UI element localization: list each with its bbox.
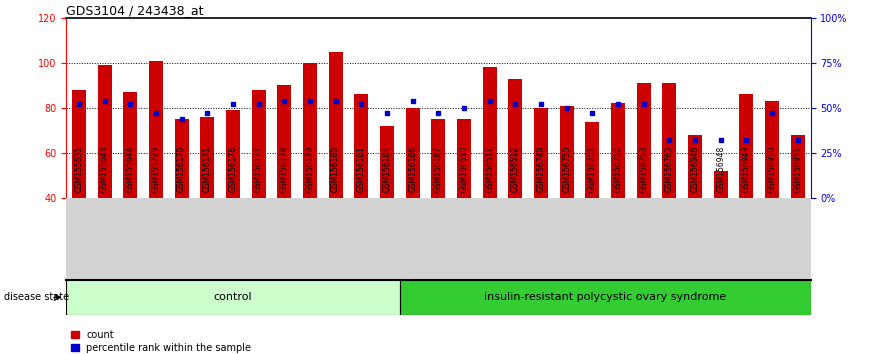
Bar bbox=[200, 117, 214, 198]
Bar bbox=[149, 61, 163, 198]
Bar bbox=[739, 95, 753, 198]
Bar bbox=[457, 119, 471, 198]
Bar bbox=[354, 95, 368, 198]
Bar bbox=[252, 90, 266, 198]
Bar bbox=[405, 108, 419, 198]
Bar bbox=[688, 135, 702, 198]
Bar bbox=[483, 67, 497, 198]
Text: GDS3104 / 243438_at: GDS3104 / 243438_at bbox=[66, 4, 204, 17]
Bar bbox=[98, 65, 112, 198]
Bar bbox=[534, 108, 548, 198]
Bar bbox=[611, 103, 625, 198]
Bar bbox=[637, 83, 651, 198]
Legend: count, percentile rank within the sample: count, percentile rank within the sample bbox=[71, 330, 251, 353]
Bar bbox=[431, 119, 446, 198]
Bar bbox=[765, 101, 779, 198]
Text: control: control bbox=[213, 292, 252, 302]
Bar bbox=[303, 63, 317, 198]
Bar bbox=[174, 119, 189, 198]
Bar bbox=[663, 83, 677, 198]
Bar bbox=[72, 90, 86, 198]
Text: insulin-resistant polycystic ovary syndrome: insulin-resistant polycystic ovary syndr… bbox=[484, 292, 726, 302]
Bar bbox=[380, 126, 394, 198]
Bar bbox=[400, 280, 811, 315]
Bar bbox=[226, 110, 240, 198]
Bar bbox=[123, 92, 137, 198]
Bar bbox=[66, 280, 400, 315]
Bar bbox=[714, 171, 728, 198]
Bar bbox=[559, 106, 574, 198]
Text: disease state: disease state bbox=[4, 292, 70, 302]
Bar bbox=[585, 121, 599, 198]
Bar bbox=[508, 79, 522, 198]
Bar bbox=[790, 135, 804, 198]
Bar bbox=[329, 52, 343, 198]
Bar bbox=[278, 85, 292, 198]
